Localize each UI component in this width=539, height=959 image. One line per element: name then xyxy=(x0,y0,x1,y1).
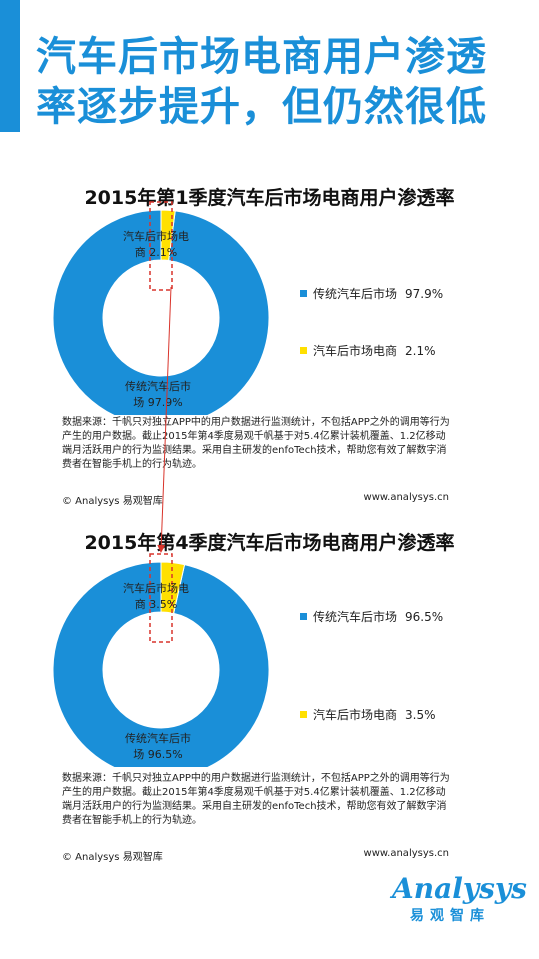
highlight-box xyxy=(149,201,173,291)
legend-swatch xyxy=(300,347,307,354)
chart-2-title: 2015年第4季度汽车后市场电商用户渗透率 xyxy=(84,532,455,554)
donut-slice-ecommerce xyxy=(160,561,186,614)
analysys-logo: Analysys 易观智库 xyxy=(392,872,532,932)
donut-slice-traditional xyxy=(52,561,270,767)
donut-slice-traditional xyxy=(52,209,270,415)
chart-2-donut: 汽车后市场电商 3.5% 传统汽车后市场 96.5% xyxy=(52,553,270,767)
donut-label-traditional: 传统汽车后市 xyxy=(125,731,191,745)
donut-label-ecommerce: 汽车后市场电 xyxy=(123,229,189,243)
chart-2-source-note: 数据来源：千帆只对独立APP中的用户数据进行监测统计，不包括APP之外的调用等行… xyxy=(62,773,450,826)
logo-wordmark: Analysys xyxy=(392,872,527,905)
donut-label-traditional: 场 97.9% xyxy=(133,395,182,409)
donut-label-ecommerce: 商 2.1% xyxy=(135,245,177,259)
donut-label-traditional: 场 96.5% xyxy=(133,747,182,761)
page-title: 汽车后市场电商用户渗透 率逐步提升，但仍然很低 xyxy=(36,32,536,132)
legend-swatch xyxy=(300,613,307,620)
page-title-line-1: 汽车后市场电商用户渗透 xyxy=(36,34,487,80)
legend-value: 97.9% xyxy=(405,287,444,301)
chart-1-source-note: 数据来源：千帆只对独立APP中的用户数据进行监测统计，不包括APP之外的调用等行… xyxy=(62,417,450,470)
accent-bar xyxy=(0,0,20,132)
legend-swatch xyxy=(300,290,307,297)
chart-1-legend-item-1: 汽车后市场电商 2.1% xyxy=(300,342,436,359)
chart-2-copyright: © Analysys 易观智库 xyxy=(62,852,163,863)
donut-label-ecommerce: 商 3.5% xyxy=(135,597,177,611)
legend-label: 传统汽车后市场 xyxy=(313,287,398,301)
legend-value: 2.1% xyxy=(405,344,436,358)
chart-2-legend-item-0: 传统汽车后市场 96.5% xyxy=(300,608,443,625)
legend-swatch xyxy=(300,711,307,718)
chart-1-donut: 汽车后市场电商 2.1% 传统汽车后市场 97.9% xyxy=(52,201,270,415)
chart-2-url: www.analysys.cn xyxy=(363,848,449,859)
chart-1-url: www.analysys.cn xyxy=(363,492,449,503)
page-title-line-2: 率逐步提升，但仍然很低 xyxy=(36,84,487,130)
donut-label-traditional: 传统汽车后市 xyxy=(125,379,191,393)
chart-1-legend-item-0: 传统汽车后市场 97.9% xyxy=(300,285,443,302)
chart-2-legend-item-1: 汽车后市场电商 3.5% xyxy=(300,706,436,723)
legend-label: 汽车后市场电商 xyxy=(313,708,398,722)
legend-value: 3.5% xyxy=(405,708,436,722)
logo-chinese: 易观智库 xyxy=(410,908,490,924)
legend-label: 汽车后市场电商 xyxy=(313,344,398,358)
legend-value: 96.5% xyxy=(405,610,444,624)
legend-label: 传统汽车后市场 xyxy=(313,610,398,624)
chart-1-copyright: © Analysys 易观智库 xyxy=(62,496,163,507)
chart-1-title: 2015年第1季度汽车后市场电商用户渗透率 xyxy=(84,187,455,209)
highlight-box xyxy=(149,553,173,643)
donut-label-ecommerce: 汽车后市场电 xyxy=(123,581,189,595)
